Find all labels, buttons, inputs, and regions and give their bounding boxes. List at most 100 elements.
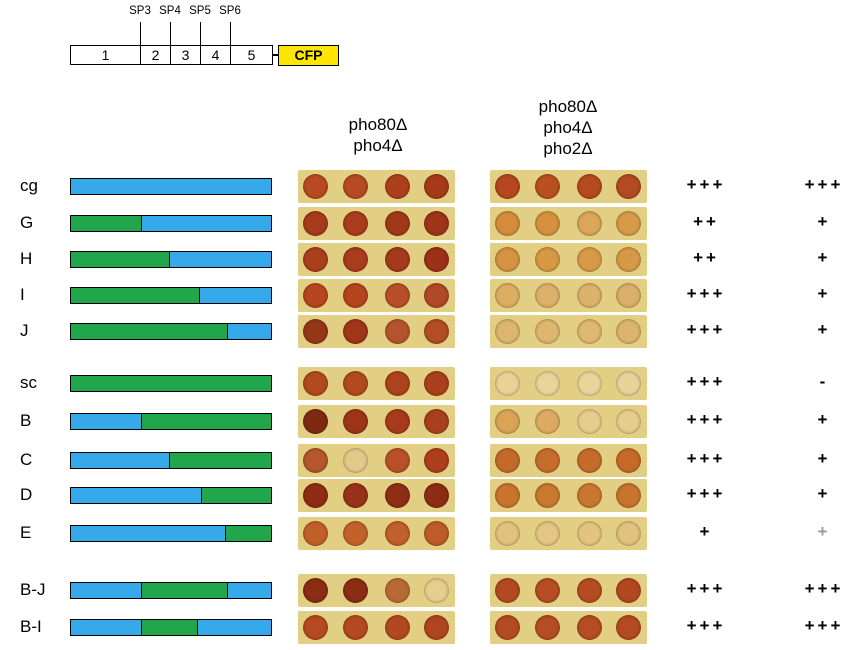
score-col2-c: + xyxy=(817,449,831,468)
plate-1-cg xyxy=(298,170,455,203)
blue-segment xyxy=(197,620,271,635)
blue-segment xyxy=(71,488,201,503)
green-segment xyxy=(71,216,141,231)
row-label-g: G xyxy=(20,213,34,232)
colony-spot xyxy=(616,371,641,396)
plate-2-i xyxy=(490,279,647,312)
colony-spot xyxy=(343,319,368,344)
colony-spot xyxy=(424,615,449,640)
header-col2: pho80Δ pho4Δ pho2Δ xyxy=(508,96,628,159)
colony-spot xyxy=(424,409,449,434)
colony-spot xyxy=(343,174,368,199)
colony-spot xyxy=(577,211,602,236)
colony-spot xyxy=(535,211,560,236)
colony-spot xyxy=(577,247,602,272)
site-marker-sp6 xyxy=(230,22,231,45)
row-label-h: H xyxy=(20,249,33,268)
colony-spot xyxy=(495,521,520,546)
score-col1-bi: +++ xyxy=(686,616,726,635)
colony-spot xyxy=(385,521,410,546)
segment-4: 4 xyxy=(200,45,231,65)
green-segment xyxy=(141,583,227,598)
colony-spot xyxy=(303,319,328,344)
chimera-bar-b xyxy=(70,413,272,430)
score-col1-sc: +++ xyxy=(686,372,726,391)
colony-spot xyxy=(303,283,328,308)
chimera-bar-g xyxy=(70,215,272,232)
score-col2-cg: +++ xyxy=(804,175,844,194)
colony-spot xyxy=(343,409,368,434)
chimera-bar-sc xyxy=(70,375,272,392)
colony-spot xyxy=(535,174,560,199)
row-label-b: B xyxy=(20,411,32,430)
colony-spot xyxy=(616,615,641,640)
score-col1-bj: +++ xyxy=(686,579,726,598)
score-col2-bi: +++ xyxy=(804,616,844,635)
score-col2-sc: - xyxy=(819,372,829,391)
colony-spot xyxy=(303,371,328,396)
site-marker-sp5 xyxy=(200,22,201,45)
chimera-bar-j xyxy=(70,323,272,340)
colony-spot xyxy=(577,319,602,344)
colony-spot xyxy=(495,319,520,344)
score-col1-j: +++ xyxy=(686,320,726,339)
colony-spot xyxy=(535,521,560,546)
green-segment xyxy=(225,526,271,541)
colony-spot xyxy=(424,483,449,508)
colony-spot xyxy=(343,247,368,272)
green-segment xyxy=(71,376,271,391)
colony-spot xyxy=(343,211,368,236)
colony-spot xyxy=(343,448,368,473)
colony-spot xyxy=(616,174,641,199)
colony-spot xyxy=(495,615,520,640)
colony-spot xyxy=(616,409,641,434)
colony-spot xyxy=(535,615,560,640)
segment-2: 2 xyxy=(140,45,171,65)
colony-spot xyxy=(535,578,560,603)
colony-spot xyxy=(343,283,368,308)
site-marker-sp4 xyxy=(170,22,171,45)
colony-spot xyxy=(424,211,449,236)
plate-1-b xyxy=(298,405,455,438)
colony-spot xyxy=(343,615,368,640)
green-segment xyxy=(141,620,197,635)
colony-spot xyxy=(385,615,410,640)
row-label-d: D xyxy=(20,485,33,504)
colony-spot xyxy=(577,578,602,603)
chimera-bar-i xyxy=(70,287,272,304)
colony-spot xyxy=(343,483,368,508)
colony-spot xyxy=(577,483,602,508)
plate-1-g xyxy=(298,207,455,240)
colony-spot xyxy=(424,247,449,272)
row-label-c: C xyxy=(20,450,33,469)
colony-spot xyxy=(303,578,328,603)
chimera-bar-cg xyxy=(70,178,272,195)
colony-spot xyxy=(577,448,602,473)
row-label-bj: B-J xyxy=(20,580,46,599)
chimera-bar-e xyxy=(70,525,272,542)
colony-spot xyxy=(535,247,560,272)
colony-spot xyxy=(495,448,520,473)
plate-1-sc xyxy=(298,367,455,400)
score-col2-d: + xyxy=(817,484,831,503)
score-col1-cg: +++ xyxy=(686,175,726,194)
colony-spot xyxy=(616,578,641,603)
colony-spot xyxy=(577,283,602,308)
row-label-e: E xyxy=(20,523,32,542)
green-segment xyxy=(201,488,271,503)
colony-spot xyxy=(385,283,410,308)
plate-1-e xyxy=(298,517,455,550)
cfp-tag: CFP xyxy=(278,45,339,66)
site-marker-sp3 xyxy=(140,22,141,45)
plate-2-cg xyxy=(490,170,647,203)
colony-spot xyxy=(495,211,520,236)
score-col2-bj: +++ xyxy=(804,579,844,598)
colony-spot xyxy=(424,174,449,199)
colony-spot xyxy=(495,578,520,603)
colony-spot xyxy=(495,409,520,434)
colony-spot xyxy=(385,211,410,236)
row-label-sc: sc xyxy=(20,373,37,392)
blue-segment xyxy=(71,414,141,429)
plate-2-d xyxy=(490,479,647,512)
colony-spot xyxy=(535,283,560,308)
